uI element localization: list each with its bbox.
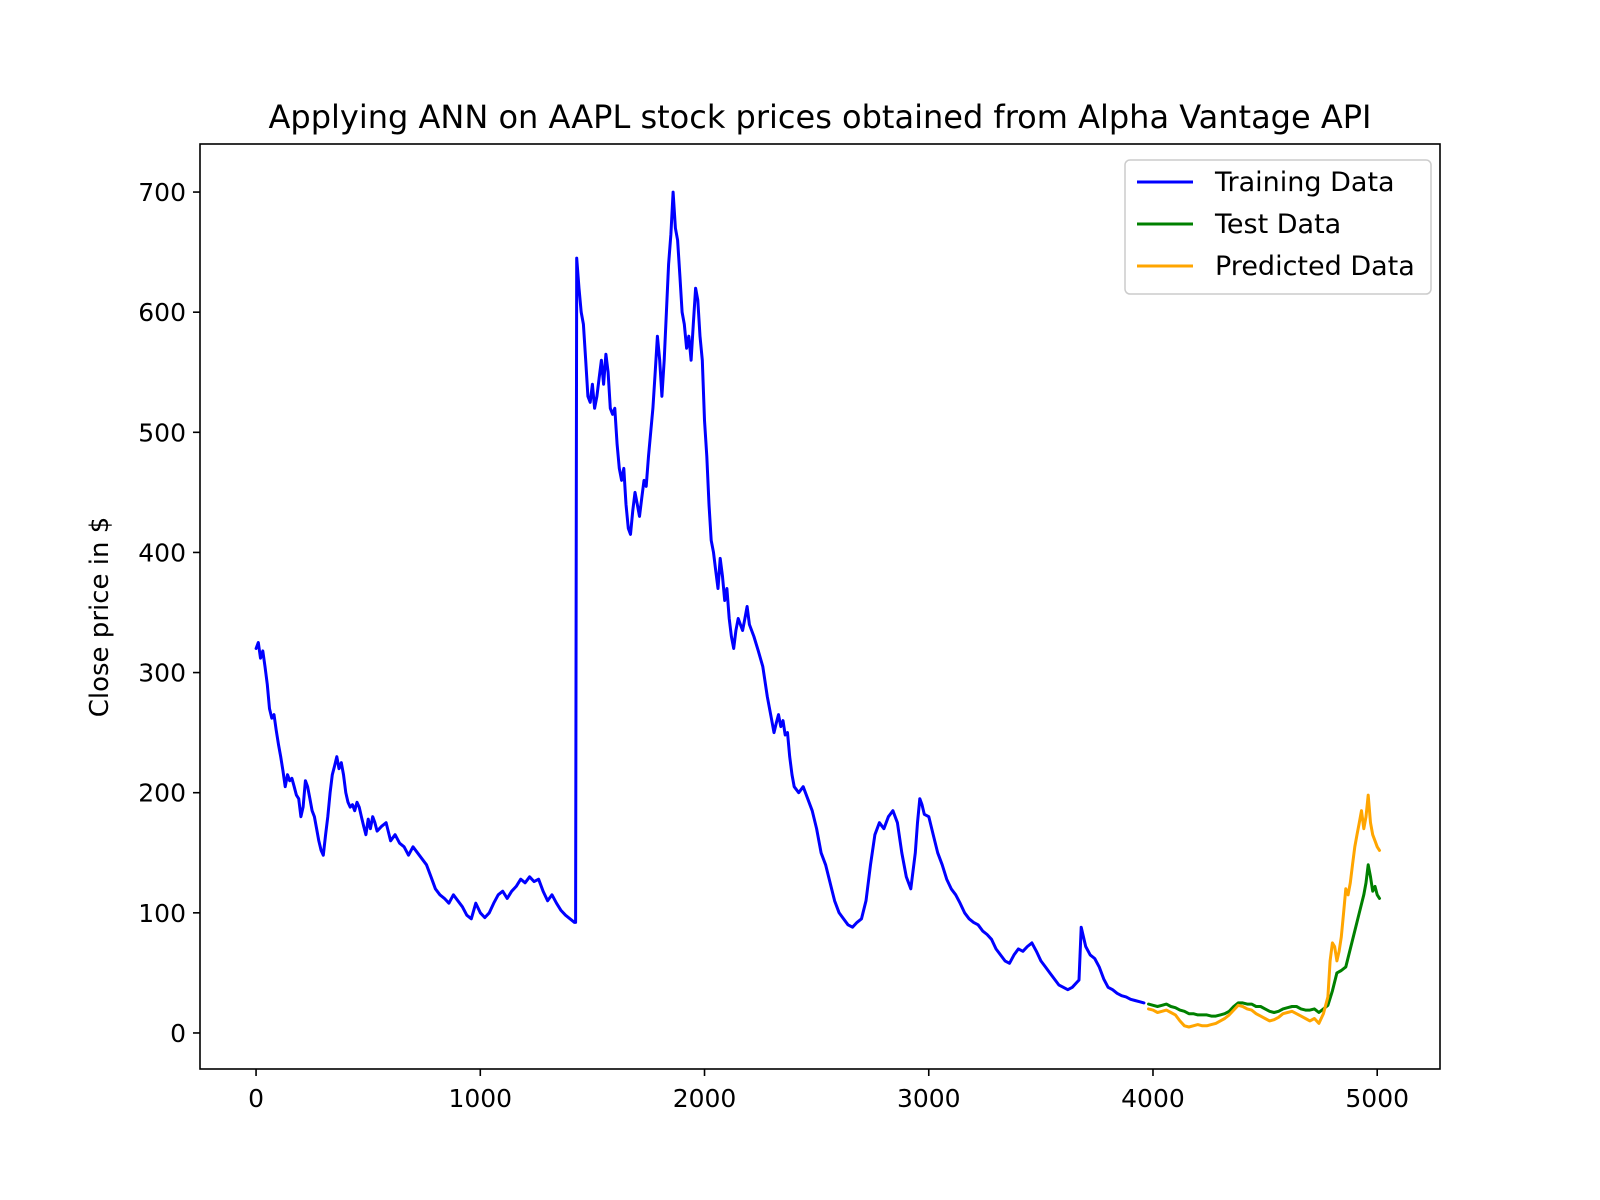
x-tick-label: 1000 (448, 1084, 512, 1113)
y-tick-label: 400 (138, 538, 186, 567)
series-line-1 (1147, 863, 1381, 1018)
x-tick-label: 4000 (1121, 1084, 1185, 1113)
y-axis-label: Close price in $ (85, 517, 115, 718)
legend-box (1124, 159, 1432, 295)
legend: Training Data Test Data Predicted Data (1124, 159, 1432, 295)
y-tick-label: 0 (170, 1019, 186, 1048)
y-tick-label: 300 (138, 659, 186, 688)
series-layer (254, 190, 1381, 1029)
y-tick-label: 700 (138, 178, 186, 207)
y-tick-label: 200 (138, 779, 186, 808)
series-line-0 (254, 190, 1146, 1005)
x-tick-label: 2000 (673, 1084, 737, 1113)
y-tick-label: 500 (138, 418, 186, 447)
x-tick-label: 3000 (897, 1084, 961, 1113)
y-tick-label: 600 (138, 298, 186, 327)
x-tick-label: 0 (248, 1084, 264, 1113)
y-axis-ticks: 0 100 200 300 400 500 600 700 (138, 178, 200, 1048)
chart-title: Applying ANN on AAPL stock prices obtain… (269, 98, 1372, 136)
legend-label: Predicted Data (1215, 251, 1415, 282)
x-tick-label: 5000 (1345, 1084, 1409, 1113)
series-line-2 (1147, 793, 1381, 1029)
x-axis-ticks: 0 1000 2000 3000 4000 5000 (248, 1069, 1409, 1113)
plot-frame (199, 143, 1441, 1070)
legend-label: Test Data (1214, 209, 1341, 240)
legend-label: Training Data (1214, 167, 1395, 198)
y-tick-label: 100 (138, 899, 186, 928)
